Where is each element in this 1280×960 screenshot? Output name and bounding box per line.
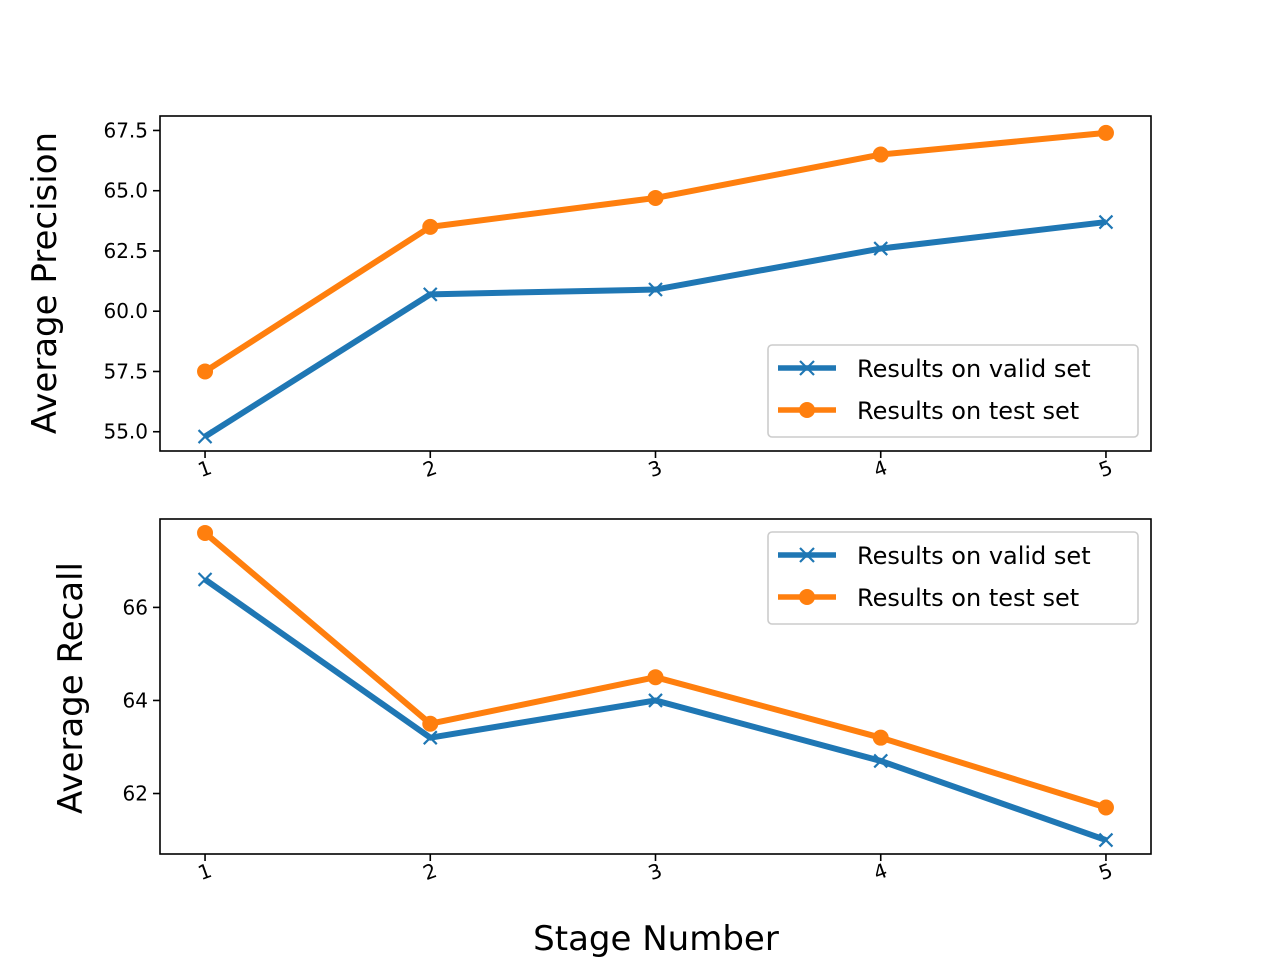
precision-x-tick-label: 5	[1095, 455, 1115, 482]
precision-y-axis-label: Average Precision	[25, 132, 65, 434]
recall-panel: 62 64 66 1 2 3 4 5 Average Recall Stage Number…	[51, 518, 1152, 959]
precision-legend-marker-valid	[799, 360, 815, 376]
precision-legend-box	[767, 344, 1139, 438]
precision-legend-label-test: Results on test set	[857, 397, 1079, 425]
precision-y-tick-label: 62.5	[103, 239, 148, 263]
recall-point-test	[197, 524, 214, 541]
recall-point-valid	[648, 693, 663, 708]
precision-point-test	[1097, 124, 1114, 141]
recall-point-test	[1097, 799, 1114, 816]
recall-point-test	[422, 715, 439, 732]
recall-point-valid	[1098, 832, 1114, 848]
precision-x-tick-label: 4	[870, 455, 890, 482]
precision-point-valid	[648, 282, 663, 297]
precision-point-test	[872, 146, 889, 163]
recall-x-tick-label: 4	[870, 858, 890, 885]
precision-point-test	[647, 189, 664, 206]
recall-legend-marker-test	[799, 589, 815, 605]
precision-point-valid	[197, 429, 213, 444]
precision-y-tick-label: 55.0	[103, 420, 148, 444]
recall-y-ticks: 62 64 66	[123, 595, 160, 806]
recall-y-tick-label: 66	[123, 595, 148, 619]
recall-legend-marker-valid	[799, 547, 815, 563]
precision-x-tick-label: 2	[420, 455, 440, 482]
precision-point-test	[422, 218, 439, 235]
recall-x-tick-label: 3	[645, 858, 665, 885]
recall-legend-label-test: Results on test set	[857, 584, 1079, 612]
precision-point-valid	[873, 241, 889, 256]
recall-legend-label-valid: Results on valid set	[857, 542, 1091, 570]
recall-x-tick-label: 5	[1095, 858, 1115, 885]
precision-x-tick-label: 1	[195, 455, 215, 482]
precision-point-test	[197, 363, 214, 380]
precision-y-tick-label: 57.5	[103, 359, 148, 383]
recall-point-valid	[197, 572, 213, 587]
precision-legend-label-valid: Results on valid set	[857, 355, 1091, 383]
precision-y-tick-label: 65.0	[103, 179, 148, 203]
precision-legend-marker-test	[799, 402, 815, 418]
recall-y-tick-label: 62	[123, 782, 148, 806]
precision-panel: 55.0 57.5 60.0 62.5 65.0 67.5 1 2 3 4 5 Average P…	[25, 115, 1152, 482]
precision-y-tick-label: 60.0	[103, 299, 148, 323]
precision-x-tick-label: 3	[645, 455, 665, 482]
precision-legend: Results on valid set Results on test set	[767, 344, 1139, 438]
precision-series-line-test	[203, 129, 1107, 374]
recall-legend: Results on valid set Results on test set	[767, 531, 1139, 625]
recall-legend-box	[767, 531, 1139, 625]
recall-y-axis-label: Average Recall	[51, 562, 91, 814]
precision-y-ticks: 55.0 57.5 60.0 62.5 65.0 67.5	[103, 118, 160, 444]
recall-x-tick-label: 1	[195, 858, 215, 885]
recall-point-test	[647, 669, 664, 686]
x-axis-label: Stage Number	[533, 919, 779, 959]
recall-point-valid	[873, 753, 889, 769]
recall-y-tick-label: 64	[123, 688, 148, 712]
recall-point-test	[872, 729, 889, 746]
recall-point-valid	[422, 730, 438, 745]
precision-point-valid	[1098, 214, 1114, 230]
recall-series-layer	[197, 524, 1114, 848]
recall-x-tick-label: 2	[420, 858, 440, 885]
precision-y-tick-label: 67.5	[103, 118, 148, 142]
precision-series-layer	[197, 124, 1114, 444]
precision-x-ticks: 1 2 3 4 5	[195, 451, 1116, 482]
precision-point-valid	[422, 287, 438, 302]
recall-x-ticks: 1 2 3 4 5	[195, 854, 1116, 885]
